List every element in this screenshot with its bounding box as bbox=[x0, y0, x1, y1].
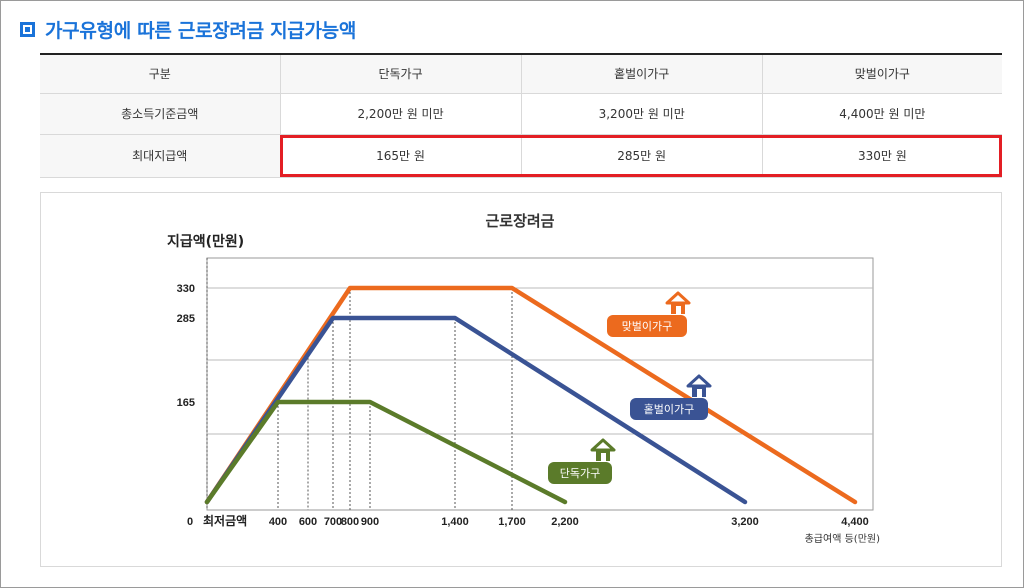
series-tag-label: 단독가구 bbox=[560, 467, 600, 480]
y-tick-label: 165 bbox=[177, 397, 195, 409]
table-cell: 최대지급액 bbox=[40, 134, 280, 178]
benefit-table: 구분 단독가구 홑벌이가구 맞벌이가구 총소득기준금액 2,200만 원 미만 … bbox=[40, 53, 1002, 178]
table-cell: 4,400만 원 미만 bbox=[761, 93, 1002, 135]
series-line bbox=[204, 285, 858, 505]
x-tick-label: 900 bbox=[361, 516, 379, 528]
x-tick-label: 4,400 bbox=[841, 516, 869, 528]
house-icon bbox=[665, 291, 691, 314]
x-tick-label: 400 bbox=[269, 516, 287, 528]
x-tick-label: 800 bbox=[341, 516, 359, 528]
house-icon bbox=[590, 438, 616, 461]
table-cell: 330만 원 bbox=[761, 134, 1002, 178]
series-tag-box bbox=[607, 315, 687, 337]
x-tick-label: 3,200 bbox=[731, 516, 759, 528]
house-door bbox=[676, 306, 681, 314]
x-tick-label: 600 bbox=[299, 516, 317, 528]
y-axis-label: 지급액(만원) bbox=[167, 233, 244, 250]
house-roof bbox=[665, 291, 691, 305]
series-tag-label: 맞벌이가구 bbox=[622, 320, 673, 333]
grid-lines bbox=[206, 258, 873, 510]
table-cell: 165만 원 bbox=[279, 134, 522, 178]
y-tick-label: 330 bbox=[177, 283, 195, 295]
table-cell: 2,200만 원 미만 bbox=[279, 93, 522, 135]
house-roof bbox=[686, 374, 712, 388]
series-tag-box bbox=[630, 398, 708, 420]
table-header-cell: 맞벌이가구 bbox=[761, 53, 1002, 94]
house-door bbox=[697, 389, 702, 397]
table-header-cell: 구분 bbox=[40, 53, 280, 94]
series-tag-label: 홑벌이가구 bbox=[644, 403, 695, 416]
table-header-row: 구분 단독가구 홑벌이가구 맞벌이가구 bbox=[40, 53, 1002, 94]
x-tick-label: 2,200 bbox=[551, 516, 579, 528]
series-group bbox=[204, 285, 858, 505]
plot-area bbox=[206, 257, 874, 511]
table-row: 최대지급액 165만 원 285만 원 330만 원 bbox=[40, 134, 1002, 178]
x-min-label: 최저금액 bbox=[203, 513, 247, 528]
section-title: 가구유형에 따른 근로장려금 지급가능액 bbox=[45, 19, 357, 42]
chart-title: 근로장려금 bbox=[485, 212, 554, 230]
series-line bbox=[204, 399, 568, 505]
y-tick-label: 285 bbox=[177, 313, 195, 325]
house-door bbox=[601, 453, 606, 461]
y-ticks: 165 285 330 bbox=[177, 283, 195, 409]
x-axis-label: 총급여액 등(만원) bbox=[805, 533, 880, 545]
chart-panel bbox=[40, 192, 1002, 567]
house-icon bbox=[686, 374, 712, 397]
table-cell: 3,200만 원 미만 bbox=[520, 93, 763, 135]
x-origin-label: 0 bbox=[187, 516, 193, 528]
table-header-cell: 홑벌이가구 bbox=[520, 53, 763, 94]
x-tick-label: 700 bbox=[324, 516, 342, 528]
highlight-box bbox=[280, 135, 1002, 177]
x-tick-label: 1,400 bbox=[441, 516, 469, 528]
section-heading: 가구유형에 따른 근로장려금 지급가능액 bbox=[20, 14, 356, 44]
series-tag-box bbox=[548, 462, 612, 484]
table-row: 총소득기준금액 2,200만 원 미만 3,200만 원 미만 4,400만 원… bbox=[40, 93, 1002, 135]
square-bullet-icon bbox=[20, 21, 35, 37]
x-tick-label: 1,700 bbox=[498, 516, 526, 528]
table-header-cell: 단독가구 bbox=[279, 53, 522, 94]
drop-lines bbox=[277, 288, 513, 510]
table-cell: 총소득기준금액 bbox=[40, 93, 280, 135]
house-roof bbox=[590, 438, 616, 452]
